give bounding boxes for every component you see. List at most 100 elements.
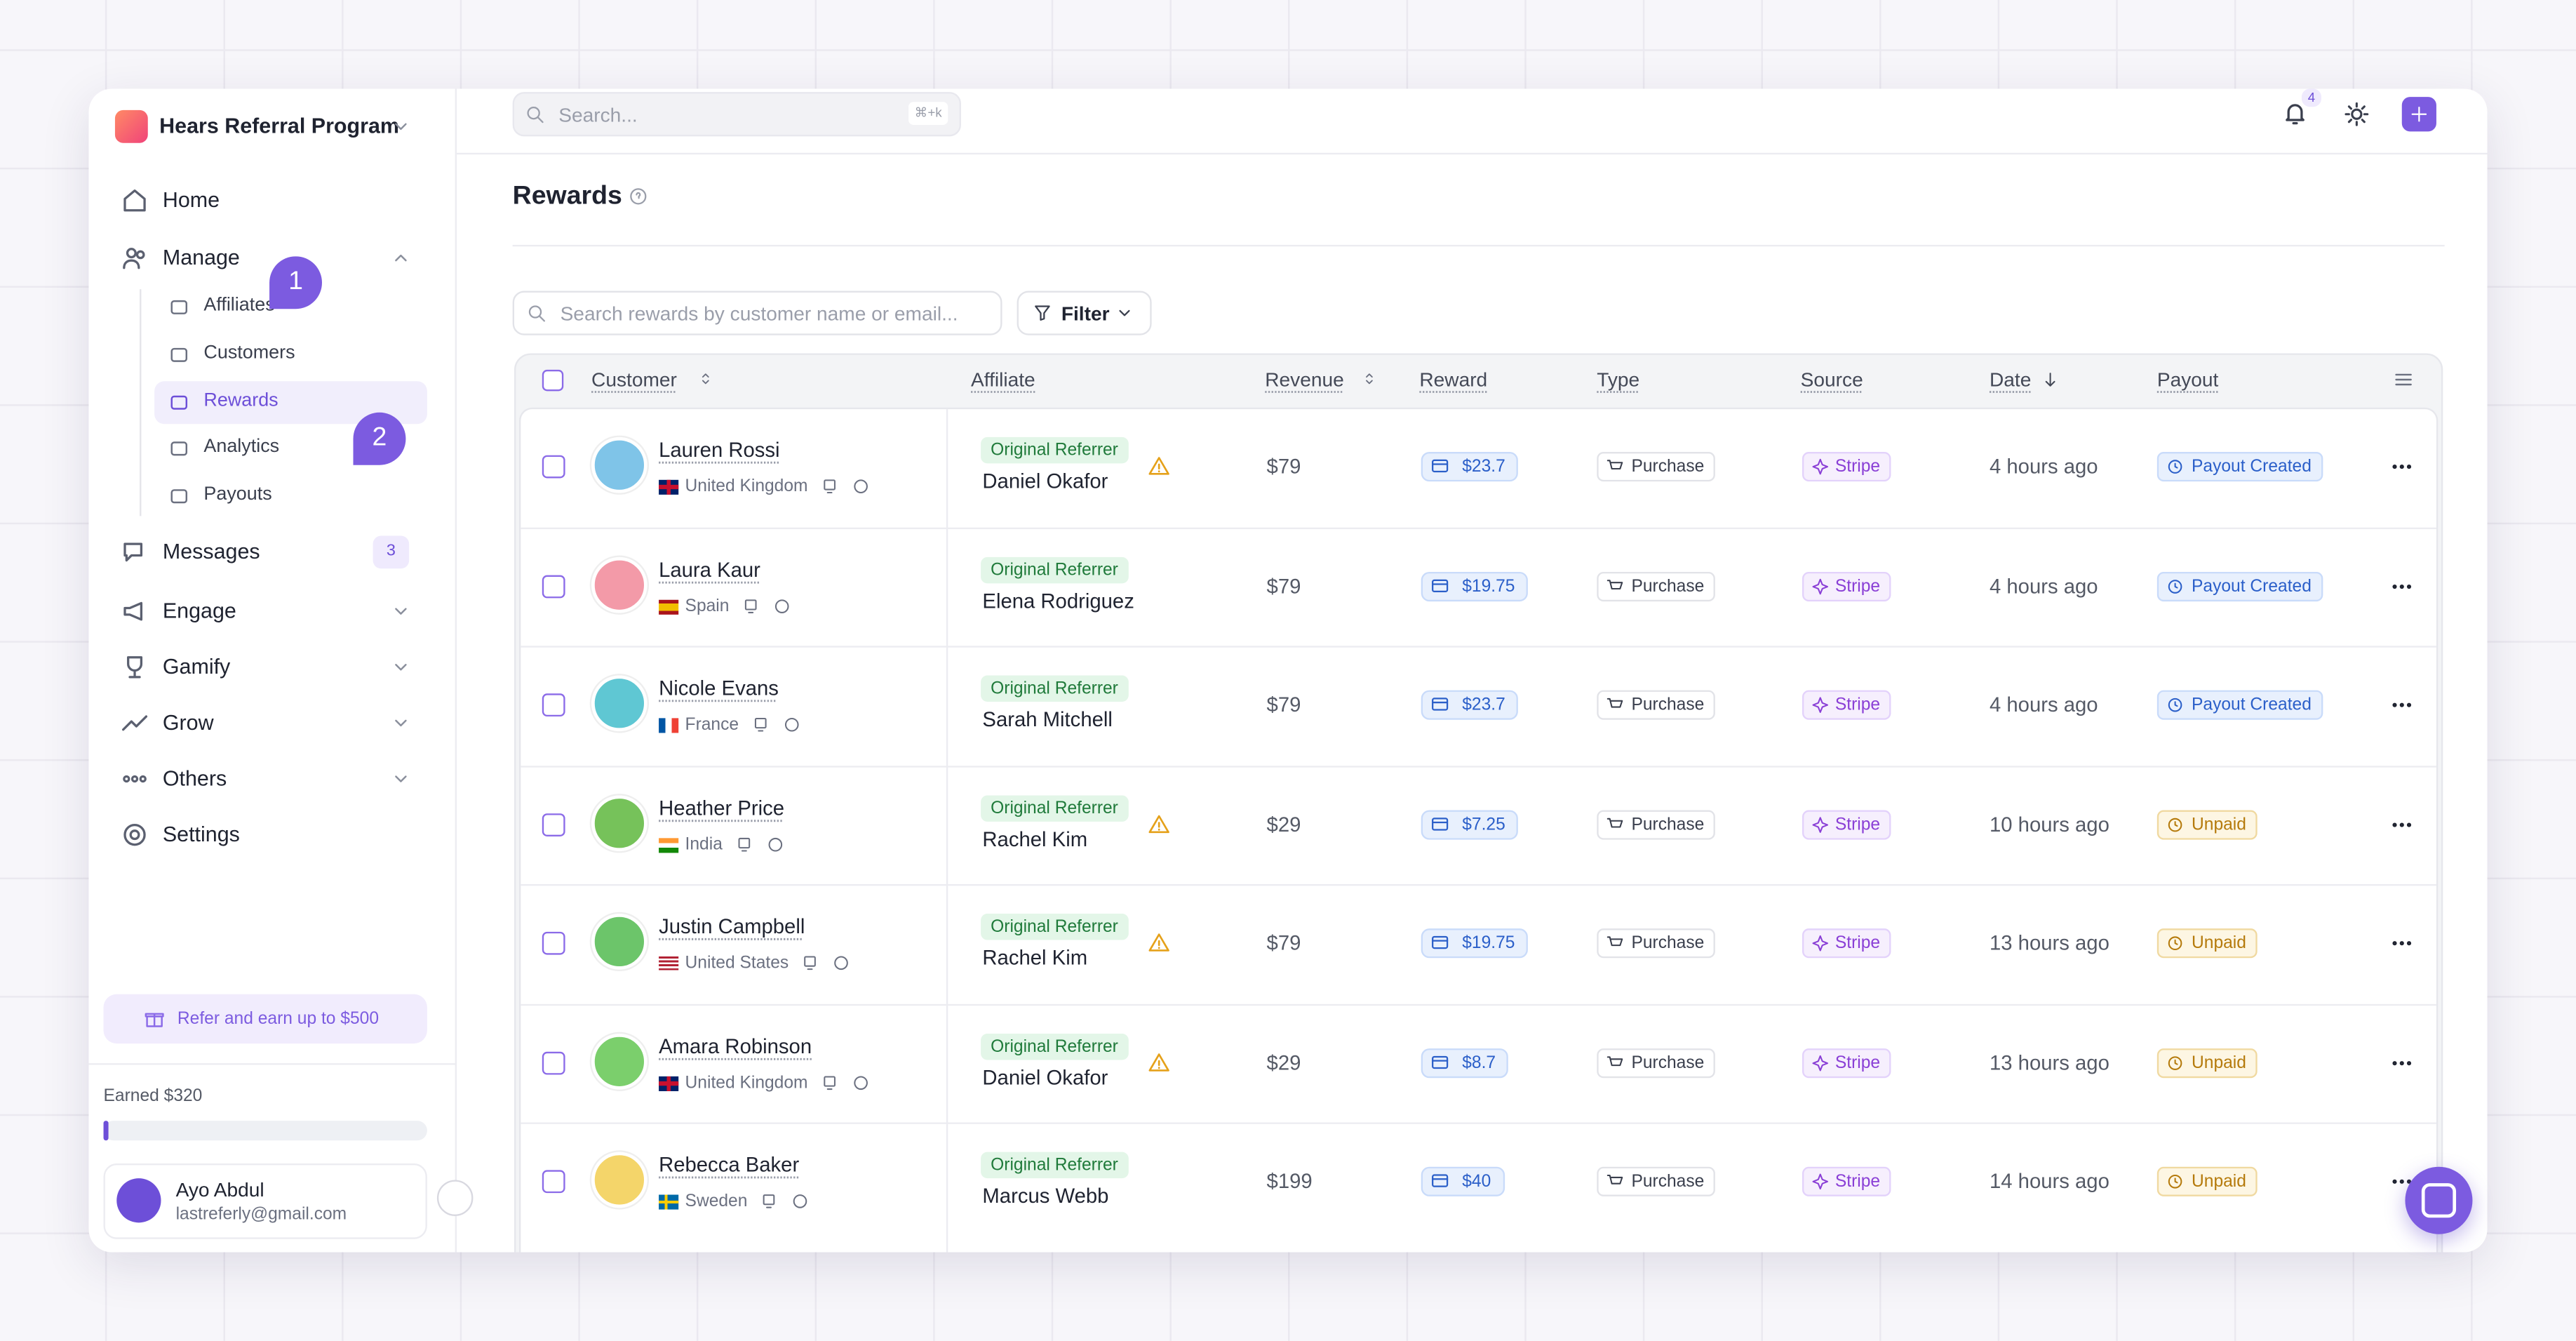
affiliate-name[interactable]: Rachel Kim	[982, 946, 1088, 970]
device-icon	[784, 717, 798, 732]
user-card[interactable]	[103, 1163, 427, 1239]
column-header[interactable]: Date	[1989, 368, 2032, 392]
customer-name[interactable]: Laura Kaur	[659, 558, 760, 581]
payout-badge: Payout Created	[2156, 452, 2323, 482]
affiliate-name[interactable]: Elena Rodriguez	[982, 589, 1134, 613]
sub-nav-item[interactable]: Rewards	[203, 391, 279, 411]
search-icon	[527, 106, 544, 124]
nav-item[interactable]: Home	[162, 187, 220, 213]
device-icon	[744, 599, 757, 613]
sub-nav-item[interactable]: Analytics	[203, 436, 280, 458]
warning-icon	[1148, 457, 1169, 475]
refer-text[interactable]: Refer and earn up to $500	[177, 1008, 380, 1029]
reward-badge: $23.7	[1421, 690, 1519, 720]
affiliate-name[interactable]: Daniel Okafor	[982, 469, 1108, 493]
row-checkbox[interactable]	[542, 813, 565, 836]
column-header[interactable]: Type	[1597, 368, 1640, 392]
customer-name[interactable]: Nicole Evans	[659, 676, 779, 700]
source-icon	[1812, 935, 1829, 952]
nav-item[interactable]: Settings	[162, 821, 240, 847]
payout-icon	[2168, 817, 2182, 832]
filter-button[interactable]	[1017, 291, 1152, 335]
customer-name[interactable]: Rebecca Baker	[659, 1153, 800, 1177]
refer-box[interactable]	[103, 994, 427, 1044]
nav-item[interactable]: Grow	[162, 709, 214, 735]
nav-item[interactable]: Engage	[162, 598, 236, 623]
column-header[interactable]: Affiliate	[971, 368, 1035, 392]
country-flag	[659, 1075, 679, 1090]
row-checkbox[interactable]	[542, 1170, 565, 1194]
type-badge: Purchase	[1597, 928, 1716, 959]
search-box[interactable]	[512, 92, 961, 137]
source-badge: Stripe	[1802, 452, 1892, 482]
sub-nav-item[interactable]: Customers	[203, 343, 295, 363]
workspace-name[interactable]: Hears Referral Program	[159, 113, 399, 138]
nav-item[interactable]: Messages	[162, 539, 260, 564]
nav-item[interactable]: Manage	[162, 244, 240, 270]
card-icon	[1432, 698, 1449, 711]
cart-icon	[1606, 1174, 1623, 1185]
cart-icon	[1606, 579, 1623, 589]
row-checkbox[interactable]	[542, 574, 565, 598]
payout-icon	[2168, 1174, 2182, 1189]
affiliate-name[interactable]: Rachel Kim	[982, 827, 1088, 850]
customer-name[interactable]: Amara Robinson	[659, 1034, 812, 1058]
source-badge: Stripe	[1802, 1047, 1892, 1078]
nav-icon	[121, 715, 148, 731]
sort-icon	[1366, 373, 1373, 385]
sidebar	[88, 88, 457, 1253]
sub-nav-item[interactable]: Payouts	[203, 484, 272, 505]
row-checkbox[interactable]	[542, 455, 565, 479]
chat-button[interactable]	[2405, 1166, 2473, 1234]
customer-name[interactable]: Lauren Rossi	[659, 439, 780, 462]
customer-avatar	[591, 1032, 648, 1089]
source-icon	[1812, 1054, 1829, 1071]
filter-label[interactable]: Filter	[1061, 302, 1110, 326]
nav-icon	[123, 248, 145, 269]
affiliate-name[interactable]: Daniel Okafor	[982, 1065, 1108, 1089]
customer-name[interactable]: Justin Campbell	[659, 915, 805, 939]
column-header[interactable]: Reward	[1419, 368, 1488, 392]
row-checkbox[interactable]	[542, 931, 565, 955]
search-icon	[528, 305, 546, 322]
nav-item[interactable]: Others	[162, 766, 227, 791]
row-divider	[521, 526, 2436, 528]
source-icon	[1812, 458, 1829, 475]
column-header[interactable]: Customer	[591, 368, 677, 392]
table-search[interactable]	[512, 291, 1002, 335]
sub-nav-icon	[170, 395, 188, 410]
payout-badge: Unpaid	[2156, 809, 2258, 839]
sub-nav-icon	[170, 441, 188, 456]
revenue: $79	[1266, 693, 1301, 717]
country: India	[685, 834, 723, 854]
warning-icon	[1148, 933, 1169, 952]
affiliate-name[interactable]: Sarah Mitchell	[982, 708, 1113, 732]
row-checkbox[interactable]	[542, 1050, 565, 1074]
shortcut: ⌘+k	[908, 102, 948, 125]
nav-item[interactable]: Gamify	[162, 654, 231, 679]
sub-nav-icon	[170, 347, 188, 362]
column-header[interactable]: Payout	[2156, 368, 2219, 392]
type-badge: Purchase	[1597, 809, 1716, 839]
plus-icon	[2411, 106, 2427, 122]
card-icon	[1432, 817, 1449, 830]
device-icon	[793, 1194, 807, 1208]
chevron	[1119, 309, 1130, 316]
row-checkbox[interactable]	[542, 693, 565, 717]
header-checkbox[interactable]	[542, 369, 564, 392]
device-icon	[834, 956, 848, 970]
columns-icon	[2395, 373, 2412, 386]
date: 4 hours ago	[1989, 455, 2098, 479]
reward-badge: $40	[1421, 1166, 1505, 1196]
step-marker: 2	[353, 412, 406, 465]
header-divider	[512, 244, 2445, 247]
column-header[interactable]: Source	[1800, 368, 1863, 392]
collapse-button[interactable]	[436, 1180, 474, 1216]
user-avatar	[116, 1178, 161, 1223]
sub-nav-item[interactable]: Affiliates	[203, 295, 275, 316]
affiliate-name[interactable]: Marcus Webb	[982, 1185, 1109, 1208]
customer-name[interactable]: Heather Price	[659, 796, 785, 820]
column-header[interactable]: Revenue	[1265, 368, 1344, 392]
sub-nav-icon	[170, 300, 188, 314]
